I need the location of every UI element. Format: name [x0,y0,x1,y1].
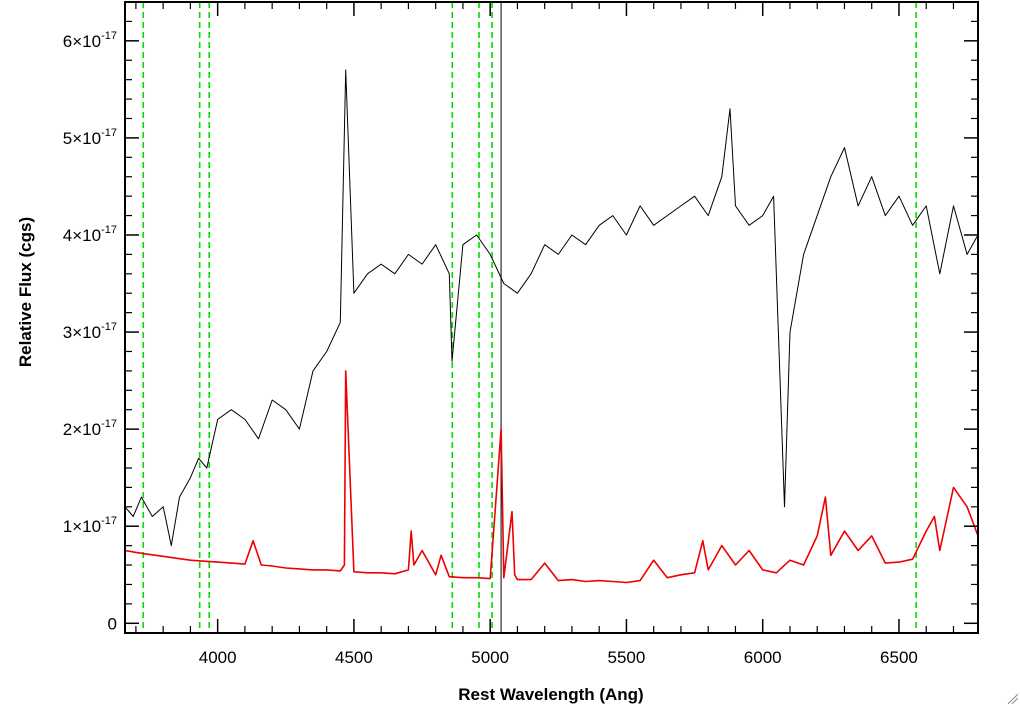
plot-frame [124,1,979,634]
series-layer [124,69,979,584]
x-ticks: 4000 4500 5000 5500 6000 6500 [135,2,955,667]
y-tick-label: 2×10-17 [63,418,117,439]
y-tick-label: 4×10-17 [63,224,117,245]
y-tick-label: 5×10-17 [63,127,117,148]
x-tick-label: 4500 [335,648,373,667]
y-axis-title: Relative Flux (cgs) [16,217,35,367]
y-tick-label: 6×10-17 [63,30,117,51]
y-tick-label: 1×10-17 [63,515,117,536]
x-tick-label: 6500 [880,648,918,667]
x-tick-label: 6000 [744,648,782,667]
series-flux-line [124,69,979,547]
x-tick-label: 5500 [608,648,646,667]
series-error-line [124,370,979,584]
y-ticks: 0 1×10-17 2×10-17 3×10-17 4×10-17 5×10-17 6×10… [63,20,978,633]
x-tick-label: 5000 [471,648,509,667]
x-tick-label: 4000 [199,648,237,667]
x-axis-title: Rest Wavelength (Ang) [458,685,643,704]
y-tick-label: 0 [108,614,117,633]
y-tick-label: 3×10-17 [63,321,117,342]
reference-lines [142,2,917,633]
resize-grip-icon[interactable] [1006,692,1018,704]
